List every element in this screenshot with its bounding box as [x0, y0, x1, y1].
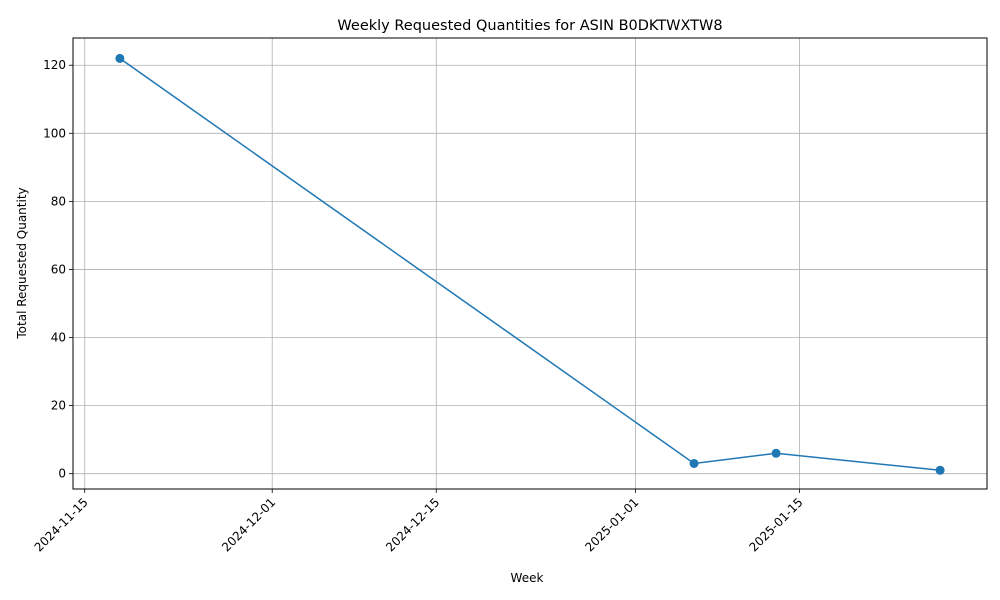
y-tick-label: 120	[43, 58, 66, 72]
series-group	[115, 53, 945, 475]
x-tick-label: 2024-12-01	[219, 495, 278, 554]
series-line	[119, 57, 941, 472]
grid-lines	[73, 38, 987, 489]
x-tick-label: 2024-12-15	[383, 495, 442, 554]
y-axis: 0 20 40 60 80 100 120	[43, 58, 73, 481]
y-tick-label: 80	[51, 194, 66, 208]
data-point	[689, 458, 699, 468]
x-tick-label: 2025-01-15	[746, 495, 805, 554]
data-point	[115, 53, 125, 63]
y-tick-label: 40	[51, 331, 66, 345]
y-tick-label: 100	[43, 126, 66, 140]
plot-frame	[72, 37, 988, 490]
y-tick-label: 20	[51, 399, 66, 413]
y-axis-label: Total Requested Quantity	[15, 187, 29, 339]
chart-title: Weekly Requested Quantities for ASIN B0D…	[337, 18, 722, 34]
x-tick-label: 2024-11-15	[32, 495, 91, 554]
y-tick-label: 0	[58, 467, 66, 481]
y-tick-label: 60	[51, 262, 66, 276]
x-axis: 2024-11-15 2024-12-01 2024-12-15 2025-01-01…	[32, 489, 806, 554]
data-point	[771, 448, 781, 458]
x-axis-label: Week	[511, 571, 544, 585]
data-point	[935, 465, 945, 475]
x-tick-label: 2025-01-01	[582, 495, 641, 554]
